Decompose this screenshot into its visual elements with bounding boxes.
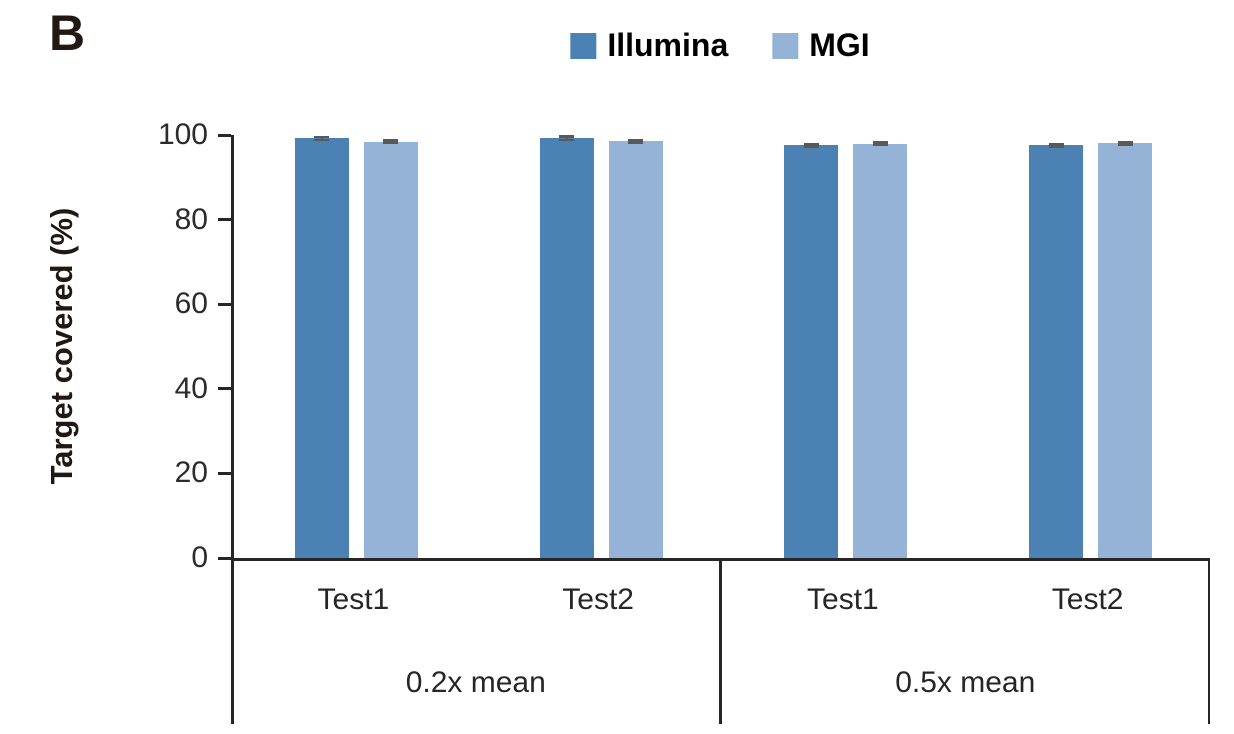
mgi-swatch-icon [772, 32, 799, 59]
y-tick-mark [218, 387, 231, 391]
error-whisker [389, 139, 393, 145]
error-cap-top [314, 135, 330, 139]
error-whisker [879, 141, 882, 147]
y-tick-mark [218, 302, 231, 306]
y-tick-mark [218, 218, 231, 222]
error-cap-top [1117, 140, 1133, 144]
bar-illumina-test1-g0 [294, 138, 349, 558]
y-tick-mark [218, 556, 231, 560]
error-cap-top [803, 142, 819, 146]
error-cap-top [559, 135, 575, 138]
error-bar-illumina-g1 [559, 135, 575, 142]
bar-illumina-test2-g1 [539, 138, 594, 558]
bar-mgi-test2-g3 [1098, 143, 1153, 558]
error-whisker [1123, 140, 1127, 146]
illumina-swatch-icon [570, 32, 597, 59]
y-tick-label-100: 100 [157, 118, 208, 151]
y-axis-title: Target covered (%) [44, 207, 79, 485]
error-cap-bottom [559, 138, 575, 142]
error-cap-bottom [314, 138, 330, 142]
error-bar-illumina-g0 [314, 135, 330, 142]
error-bar-mgi-g2 [872, 141, 888, 147]
error-cap-bottom [1117, 143, 1133, 146]
y-tick-mark [218, 133, 231, 137]
x-group-label-0: 0.2x mean [405, 666, 546, 699]
error-whisker [320, 135, 324, 142]
error-cap-bottom [628, 141, 644, 144]
error-cap-bottom [383, 141, 399, 145]
bar-illumina-test2-g3 [1029, 145, 1084, 558]
error-cap-bottom [872, 143, 888, 147]
bar-mgi-test1-g0 [363, 141, 418, 558]
bar-mgi-test2-g1 [608, 141, 663, 558]
legend-label-mgi: MGI [809, 27, 870, 63]
error-cap-top [1048, 142, 1064, 146]
x-category-label-g2: Test1 [807, 583, 879, 616]
x-category-label-g3: Test2 [1051, 583, 1124, 616]
category-border-left [231, 558, 234, 724]
error-bar-illumina-g3 [1048, 142, 1064, 148]
legend-label-illumina: Illumina [607, 27, 729, 63]
error-bar-mgi-g0 [383, 139, 399, 145]
error-whisker [1054, 142, 1058, 148]
error-whisker [565, 135, 568, 142]
y-tick-label-0: 0 [191, 541, 208, 574]
error-bar-illumina-g2 [803, 142, 819, 148]
error-cap-top [628, 138, 644, 142]
bar-illumina-test1-g2 [784, 145, 839, 558]
x-category-label-g0: Test1 [317, 583, 390, 616]
error-cap-top [383, 139, 399, 142]
legend-item-illumina: Illumina [570, 27, 728, 64]
panel-label: B [49, 5, 86, 61]
category-border-middle [719, 558, 722, 724]
error-whisker [810, 142, 813, 148]
x-group-label-1: 0.5x mean [895, 666, 1036, 699]
error-cap-bottom [803, 145, 819, 148]
error-cap-bottom [1048, 145, 1064, 148]
error-whisker [634, 138, 637, 144]
y-tick-mark [218, 471, 231, 475]
y-tick-label-40: 40 [174, 371, 208, 405]
y-tick-label-80: 80 [174, 202, 208, 236]
bar-mgi-test1-g2 [853, 143, 908, 558]
error-cap-top [872, 141, 888, 144]
y-tick-label-20: 20 [174, 456, 208, 490]
error-bar-mgi-g3 [1117, 140, 1133, 146]
error-bar-mgi-g1 [628, 138, 644, 144]
legend-item-mgi: MGI [772, 27, 870, 64]
plot-area [231, 135, 1210, 558]
legend: Illumina MGI [570, 27, 870, 64]
y-tick-label-60: 60 [174, 287, 208, 321]
x-category-label-g1: Test2 [562, 583, 634, 616]
category-border-right [1207, 558, 1210, 724]
